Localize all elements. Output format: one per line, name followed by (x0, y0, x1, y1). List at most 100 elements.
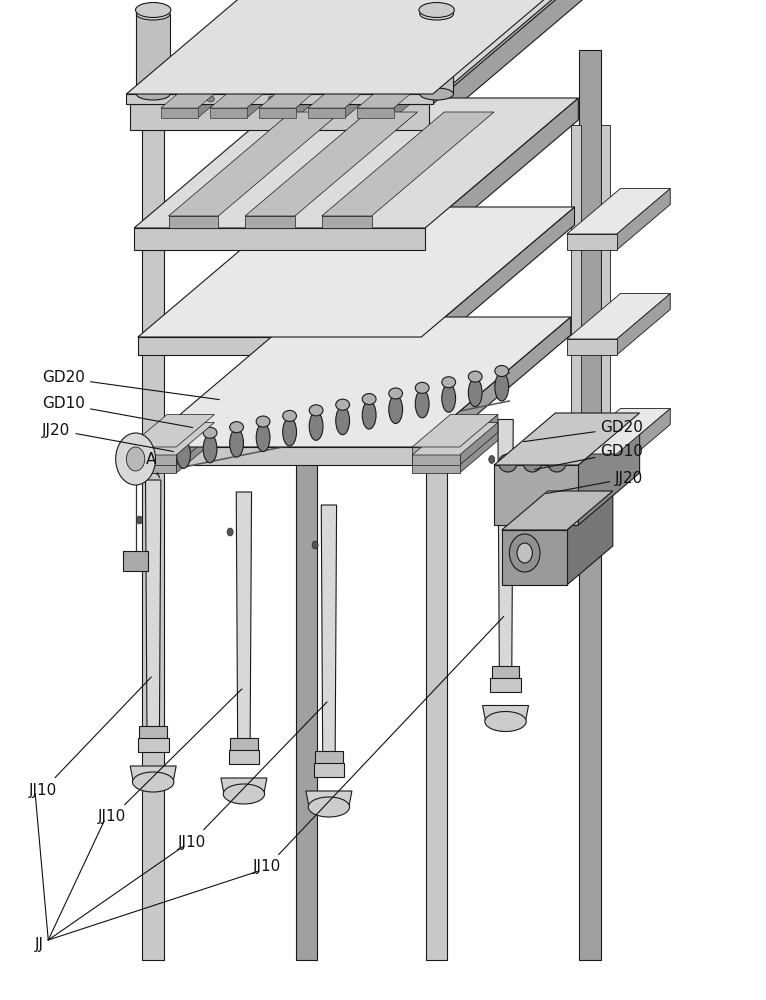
Ellipse shape (468, 379, 482, 407)
Circle shape (116, 433, 155, 485)
Text: A: A (146, 452, 159, 478)
Polygon shape (321, 505, 336, 775)
Polygon shape (245, 112, 417, 216)
Polygon shape (130, 0, 582, 104)
Polygon shape (129, 455, 176, 473)
Polygon shape (138, 337, 421, 355)
Ellipse shape (362, 401, 376, 429)
Polygon shape (126, 0, 586, 94)
Polygon shape (259, 108, 296, 118)
Polygon shape (308, 30, 437, 108)
Ellipse shape (233, 93, 242, 100)
Ellipse shape (283, 418, 296, 446)
Polygon shape (295, 112, 417, 228)
Ellipse shape (523, 454, 542, 472)
Polygon shape (372, 112, 494, 228)
Ellipse shape (133, 772, 174, 792)
Polygon shape (494, 413, 640, 465)
Ellipse shape (203, 435, 217, 463)
Ellipse shape (136, 516, 142, 524)
Ellipse shape (312, 541, 318, 549)
Polygon shape (567, 188, 670, 234)
Text: JJ10: JJ10 (178, 702, 327, 850)
Polygon shape (123, 551, 148, 571)
Ellipse shape (548, 454, 566, 472)
Polygon shape (296, 50, 317, 960)
Ellipse shape (415, 382, 429, 393)
Bar (136, 14, 170, 94)
Polygon shape (412, 414, 498, 447)
Polygon shape (129, 447, 176, 465)
Polygon shape (176, 414, 214, 465)
Polygon shape (129, 414, 214, 447)
Polygon shape (161, 108, 198, 118)
Text: JJ: JJ (34, 937, 44, 952)
Polygon shape (394, 30, 486, 118)
Ellipse shape (230, 429, 244, 457)
Bar (138, 738, 169, 752)
Polygon shape (247, 30, 339, 118)
Polygon shape (236, 492, 251, 762)
Ellipse shape (136, 2, 171, 17)
Polygon shape (134, 98, 578, 228)
Polygon shape (617, 408, 670, 470)
Ellipse shape (283, 410, 296, 421)
Bar (230, 738, 257, 752)
Polygon shape (142, 447, 417, 465)
Ellipse shape (495, 365, 509, 376)
Polygon shape (567, 408, 670, 454)
Polygon shape (412, 455, 460, 473)
Polygon shape (567, 491, 613, 585)
Bar (490, 678, 521, 692)
Polygon shape (322, 112, 494, 216)
Polygon shape (498, 420, 513, 690)
Bar (139, 726, 167, 740)
Ellipse shape (150, 438, 164, 450)
Text: GD10: GD10 (42, 396, 192, 428)
Ellipse shape (489, 456, 495, 464)
Bar (420, 14, 453, 94)
Text: JJ20: JJ20 (42, 422, 173, 451)
Polygon shape (138, 207, 574, 337)
Polygon shape (308, 108, 345, 118)
Ellipse shape (336, 407, 349, 435)
Ellipse shape (362, 394, 376, 405)
Polygon shape (345, 30, 437, 118)
Ellipse shape (386, 93, 395, 100)
Bar (315, 751, 342, 765)
Polygon shape (296, 30, 388, 118)
Ellipse shape (499, 454, 517, 472)
Polygon shape (421, 207, 574, 355)
Polygon shape (357, 108, 394, 118)
Bar (228, 750, 259, 764)
Polygon shape (426, 50, 447, 960)
Ellipse shape (150, 446, 164, 474)
Bar (313, 763, 344, 777)
Polygon shape (134, 228, 425, 250)
Ellipse shape (509, 534, 540, 572)
Ellipse shape (419, 2, 454, 17)
Polygon shape (146, 480, 161, 750)
Ellipse shape (136, 8, 170, 20)
Polygon shape (617, 294, 670, 355)
Ellipse shape (389, 388, 403, 399)
Polygon shape (169, 216, 218, 228)
Ellipse shape (420, 88, 453, 100)
Polygon shape (494, 465, 578, 525)
Polygon shape (502, 530, 567, 585)
Polygon shape (142, 317, 571, 447)
Ellipse shape (495, 373, 509, 401)
Ellipse shape (230, 422, 244, 433)
Polygon shape (357, 30, 486, 108)
Polygon shape (169, 112, 341, 216)
Ellipse shape (309, 93, 319, 100)
Ellipse shape (517, 543, 532, 563)
Polygon shape (571, 125, 581, 470)
Polygon shape (161, 30, 290, 108)
Ellipse shape (389, 395, 403, 423)
Polygon shape (259, 30, 388, 108)
Polygon shape (130, 766, 176, 782)
Text: JJ10: JJ10 (98, 689, 242, 824)
Polygon shape (130, 104, 429, 130)
Polygon shape (579, 50, 601, 960)
